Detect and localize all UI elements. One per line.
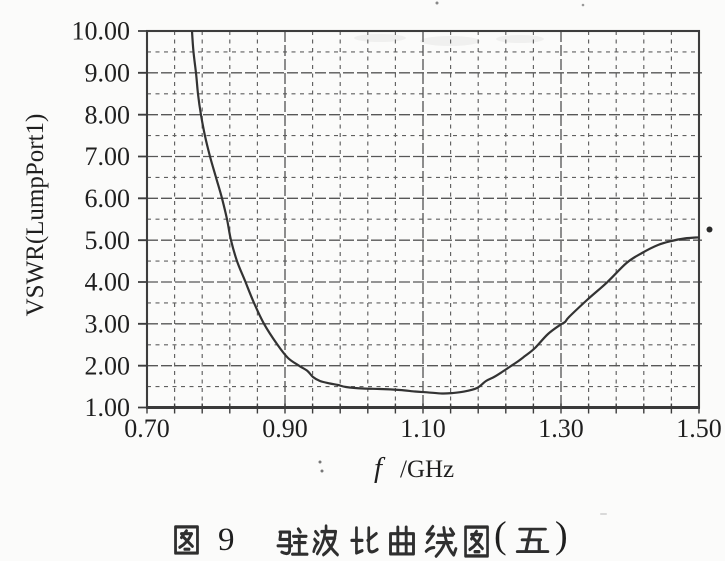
svg-text:/GHz: /GHz [400,456,454,483]
svg-text:1.50: 1.50 [676,414,722,443]
svg-text:8.00: 8.00 [85,100,131,129]
svg-text:9.00: 9.00 [85,58,131,87]
svg-text:(: ( [494,515,507,557]
svg-text:3.00: 3.00 [85,309,131,338]
svg-text:4.00: 4.00 [85,268,131,297]
svg-text:0.70: 0.70 [124,414,170,443]
svg-text:5.00: 5.00 [85,226,131,255]
svg-text:6.00: 6.00 [85,184,131,213]
svg-text:2.00: 2.00 [85,351,131,380]
svg-text:1.10: 1.10 [400,414,446,443]
svg-text:0.90: 0.90 [262,414,308,443]
svg-text:1.30: 1.30 [538,414,584,443]
svg-text:VSWR(LumpPort1): VSWR(LumpPort1) [22,114,49,317]
svg-text:): ) [555,515,568,557]
svg-text:7.00: 7.00 [85,142,131,171]
svg-text:1.00: 1.00 [85,393,131,422]
svg-text:9: 9 [218,522,235,558]
svg-text:10.00: 10.00 [72,17,131,46]
svg-text:f: f [374,452,386,484]
